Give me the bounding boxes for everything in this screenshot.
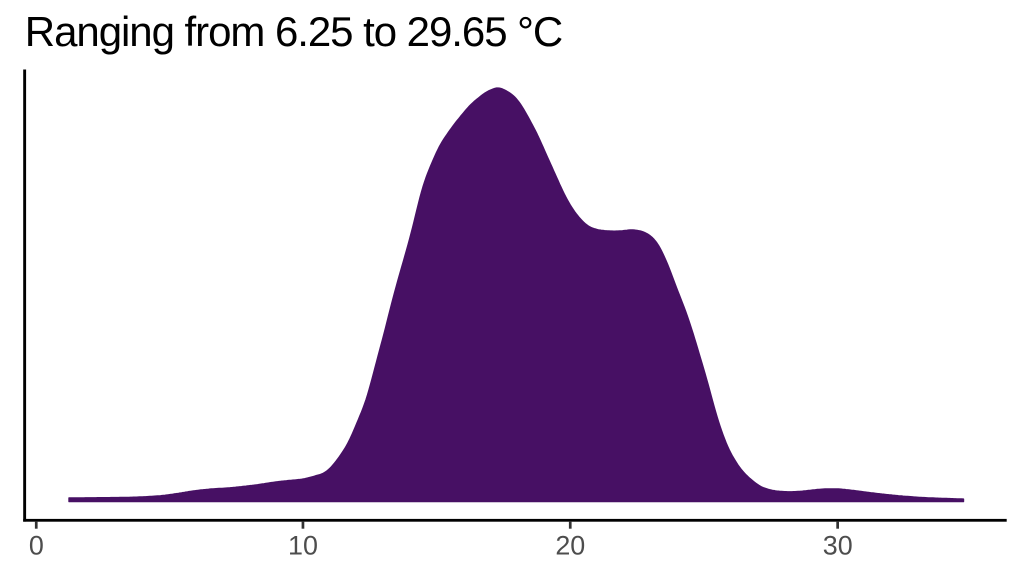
svg-text:30: 30 xyxy=(823,530,853,560)
svg-text:0: 0 xyxy=(29,530,44,560)
svg-text:10: 10 xyxy=(288,530,318,560)
svg-text:Ranging from 6.25 to 29.65 °C: Ranging from 6.25 to 29.65 °C xyxy=(25,8,562,55)
svg-text:20: 20 xyxy=(555,530,585,560)
